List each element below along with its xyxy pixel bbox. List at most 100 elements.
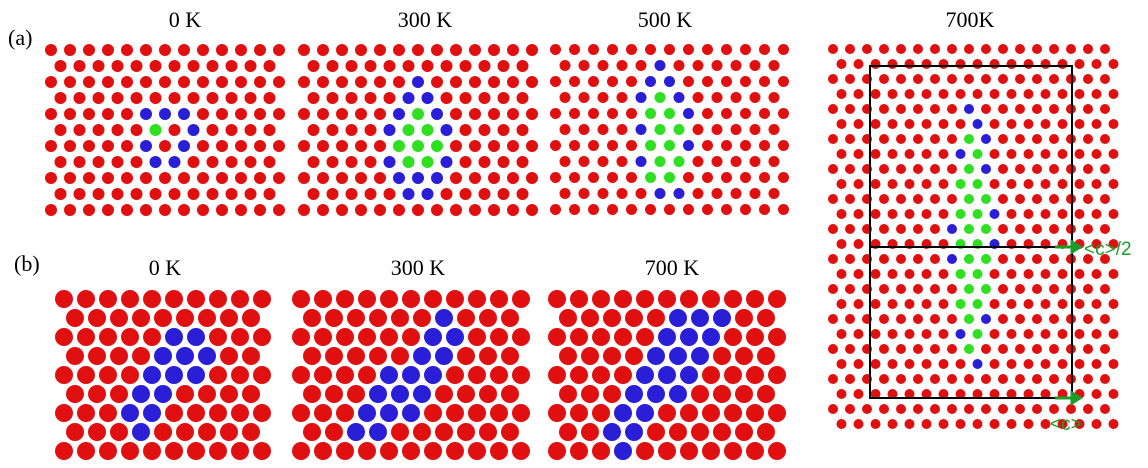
atom (374, 44, 386, 56)
atom (871, 419, 881, 429)
atom (647, 385, 665, 403)
atom (581, 309, 599, 327)
atom (176, 423, 194, 441)
atom (336, 290, 354, 308)
atom (479, 60, 491, 72)
atom (617, 188, 628, 199)
atom (947, 254, 957, 264)
atom (579, 188, 590, 199)
atom (603, 347, 621, 365)
atom (939, 419, 949, 429)
atom (1032, 74, 1042, 84)
atom (197, 204, 209, 216)
atom (845, 314, 855, 324)
atom (913, 194, 923, 204)
atom (83, 76, 95, 88)
atom (1007, 119, 1017, 129)
atom (964, 284, 974, 294)
atom (1041, 359, 1051, 369)
atom (374, 172, 386, 184)
atom (1032, 44, 1042, 54)
atom (614, 366, 632, 384)
atom (450, 140, 462, 152)
atom (1049, 224, 1059, 234)
atom (1100, 134, 1110, 144)
atom (308, 188, 320, 200)
atom (131, 92, 143, 104)
atom (1007, 209, 1017, 219)
atom (913, 374, 923, 384)
atom (981, 104, 991, 114)
atom (998, 44, 1008, 54)
atom (1100, 314, 1110, 324)
atom (55, 188, 67, 200)
atom (317, 108, 329, 120)
atom (721, 108, 732, 119)
atom (1100, 104, 1110, 114)
atom (393, 108, 405, 120)
atom (905, 359, 915, 369)
atom (187, 328, 205, 346)
atom (828, 134, 838, 144)
atom (735, 385, 753, 403)
atom (888, 359, 898, 369)
atom (603, 423, 621, 441)
atom (570, 442, 588, 460)
atom (188, 156, 200, 168)
atom (1007, 359, 1017, 369)
atom (264, 92, 276, 104)
atom (778, 172, 789, 183)
atom (724, 290, 742, 308)
atom (550, 140, 561, 151)
atom (964, 104, 974, 114)
atom (245, 60, 257, 72)
atom (691, 385, 709, 403)
atom (1075, 269, 1085, 279)
atom (1049, 134, 1059, 144)
atom (254, 108, 266, 120)
atom (468, 442, 486, 460)
atom (77, 366, 95, 384)
atom (1092, 59, 1102, 69)
atom (1092, 179, 1102, 189)
atom (607, 172, 618, 183)
atom (469, 140, 481, 152)
atom (702, 108, 713, 119)
atom (669, 423, 687, 441)
atom (403, 92, 415, 104)
atom (112, 92, 124, 104)
atom (626, 204, 637, 215)
atom (1024, 59, 1034, 69)
atom (871, 119, 881, 129)
atom (845, 374, 855, 384)
atom (683, 204, 694, 215)
atom (740, 44, 751, 55)
atom (132, 423, 150, 441)
atom (1109, 269, 1119, 279)
atom (1092, 269, 1102, 279)
atom (1049, 254, 1059, 264)
atom (1049, 284, 1059, 294)
atom (740, 204, 751, 215)
atom (625, 385, 643, 403)
atom (964, 134, 974, 144)
atom (1075, 359, 1085, 369)
atom (197, 172, 209, 184)
atom (490, 442, 508, 460)
atom (964, 164, 974, 174)
atom (592, 404, 610, 422)
atom (913, 314, 923, 324)
atom (625, 309, 643, 327)
atom (1100, 194, 1110, 204)
atom (1092, 209, 1102, 219)
atom (1058, 89, 1068, 99)
atom (998, 344, 1008, 354)
atom (939, 209, 949, 219)
atom (1100, 344, 1110, 354)
atom (479, 92, 491, 104)
atom (216, 76, 228, 88)
atom (990, 329, 1000, 339)
atom (778, 204, 789, 215)
atom (488, 108, 500, 120)
atom (74, 60, 86, 72)
